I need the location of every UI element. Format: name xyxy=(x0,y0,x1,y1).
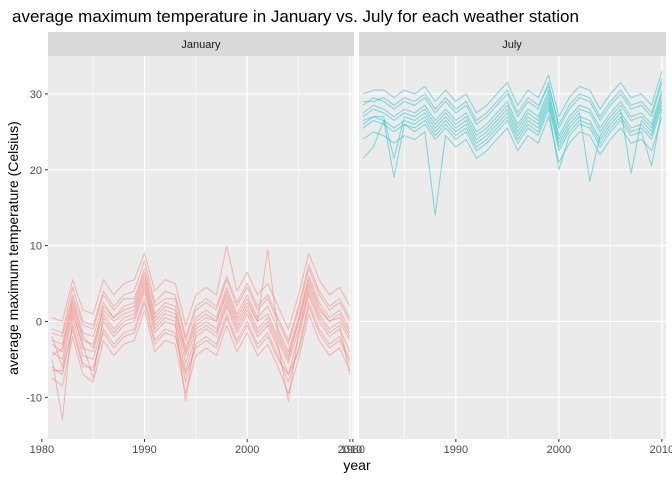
x-tick-label: 1990 xyxy=(444,444,468,456)
y-tick-label: 0 xyxy=(36,316,42,328)
station-series-line xyxy=(51,290,351,421)
station-series-line xyxy=(51,286,351,402)
gridlines-january xyxy=(41,56,354,439)
station-series-line xyxy=(51,279,351,360)
series-lines-january xyxy=(51,245,351,421)
station-series-line xyxy=(51,298,351,383)
station-series-line xyxy=(363,78,663,125)
panel-july: July 1980 1990 2000 2010 xyxy=(341,32,672,456)
station-series-line xyxy=(51,271,351,353)
gridlines-july xyxy=(352,56,666,439)
station-series-line xyxy=(362,108,663,178)
station-series-line xyxy=(51,282,351,364)
x-tick-label: 1980 xyxy=(30,444,54,456)
x-tick-label: 2000 xyxy=(235,444,259,456)
station-series-line xyxy=(362,89,663,137)
station-series-line xyxy=(51,260,351,341)
station-series-line xyxy=(362,116,663,216)
x-tick-label: 1980 xyxy=(341,444,365,456)
station-series-line xyxy=(51,245,351,330)
station-series-line xyxy=(51,248,351,357)
x-tick-label: 2000 xyxy=(547,444,571,456)
x-tick-label: 1990 xyxy=(132,444,156,456)
y-axis-ticks: -10 0 10 20 30 xyxy=(26,89,48,404)
x-ticks-january: 1980 1990 2000 2010 xyxy=(30,439,362,456)
station-series-line xyxy=(52,301,351,376)
y-tick-label: 10 xyxy=(30,241,42,253)
x-ticks-july: 1980 1990 2000 2010 xyxy=(341,439,672,456)
station-series-line xyxy=(51,309,351,395)
strip-label-july: July xyxy=(502,39,522,51)
panel-background-july xyxy=(359,56,666,439)
series-lines-july xyxy=(362,71,663,216)
chart-title: average maximum temperature in January v… xyxy=(12,7,579,26)
x-tick-label: 2010 xyxy=(650,444,672,456)
station-series-line xyxy=(362,100,663,148)
station-series-line xyxy=(362,71,663,118)
y-tick-label: -10 xyxy=(26,392,42,404)
y-tick-label: 20 xyxy=(30,165,42,177)
y-axis-title: average maximum temperature (Celsius) xyxy=(5,121,21,375)
y-tick-label: 30 xyxy=(30,89,42,101)
strip-january xyxy=(48,32,354,56)
station-series-line xyxy=(362,93,663,140)
strip-label-january: January xyxy=(181,39,221,51)
station-series-line xyxy=(51,267,351,345)
station-series-line xyxy=(362,97,663,182)
panel-background-january xyxy=(48,56,354,439)
station-series-line xyxy=(362,81,663,129)
strip-july xyxy=(359,32,666,56)
panel-january: January 1980 1990 2000 2010 xyxy=(30,32,362,456)
station-series-line xyxy=(362,104,663,152)
x-tick-label: 2010 xyxy=(338,444,362,456)
x-axis-title: year xyxy=(343,457,371,473)
